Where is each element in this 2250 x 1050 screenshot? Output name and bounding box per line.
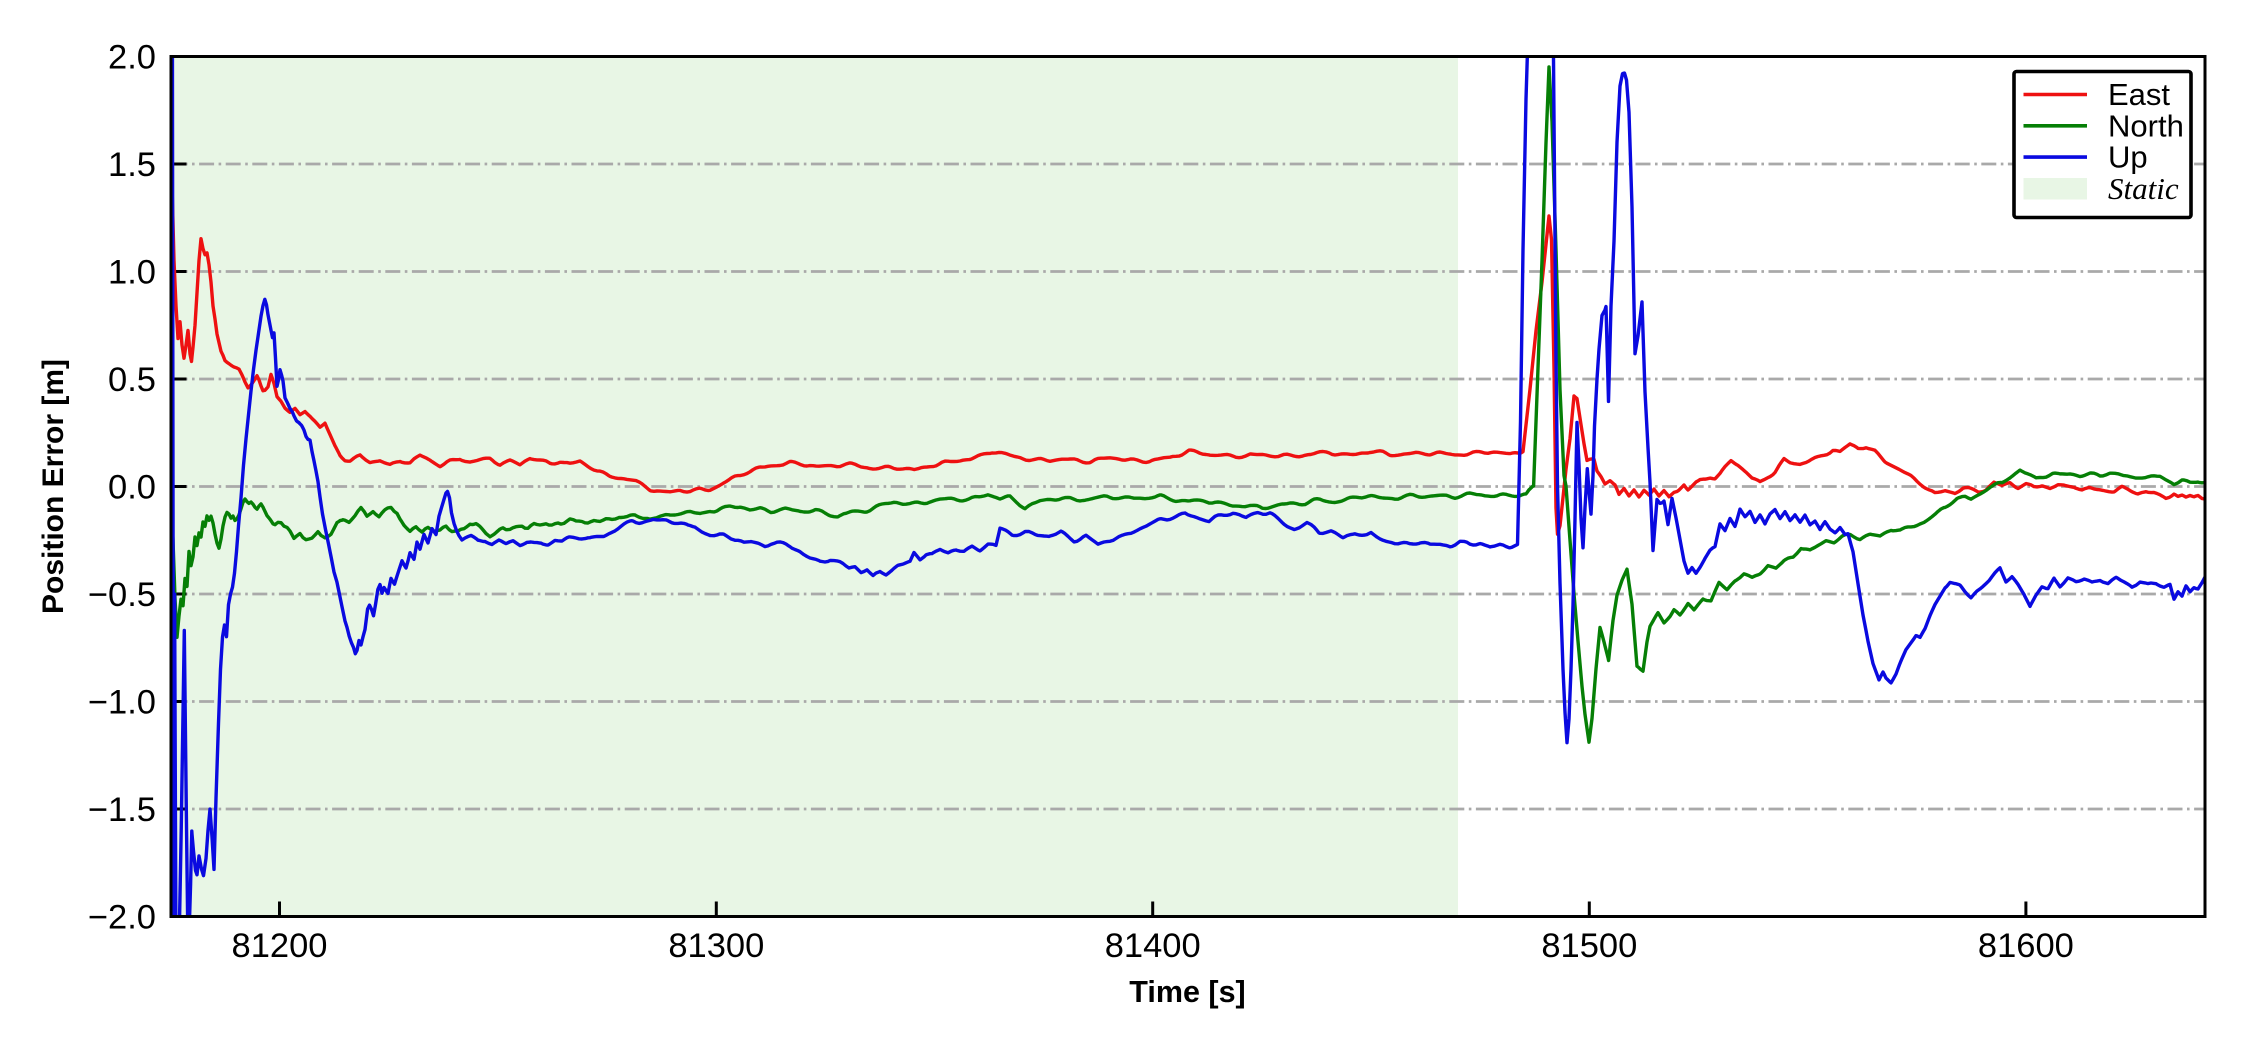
svg-text:Up: Up	[2108, 140, 2148, 175]
svg-text:Static: Static	[2108, 171, 2179, 206]
svg-text:0.5: 0.5	[108, 361, 156, 399]
svg-text:−1.5: −1.5	[88, 791, 156, 829]
svg-text:81300: 81300	[668, 927, 764, 965]
svg-text:Position Error [m]: Position Error [m]	[37, 359, 70, 614]
svg-text:Time [s]: Time [s]	[1129, 975, 1245, 1009]
svg-text:−0.5: −0.5	[88, 576, 156, 614]
svg-text:1.0: 1.0	[108, 254, 156, 292]
svg-text:0.0: 0.0	[108, 469, 156, 507]
svg-text:−2.0: −2.0	[88, 899, 156, 937]
svg-text:81500: 81500	[1541, 927, 1637, 965]
svg-text:81200: 81200	[232, 927, 328, 965]
svg-text:East: East	[2108, 77, 2170, 112]
svg-text:81400: 81400	[1105, 927, 1201, 965]
svg-text:−1.0: −1.0	[88, 684, 156, 722]
svg-text:2.0: 2.0	[108, 39, 156, 77]
svg-text:1.5: 1.5	[108, 146, 156, 184]
svg-text:North: North	[2108, 108, 2184, 143]
svg-text:81600: 81600	[1978, 927, 2074, 965]
